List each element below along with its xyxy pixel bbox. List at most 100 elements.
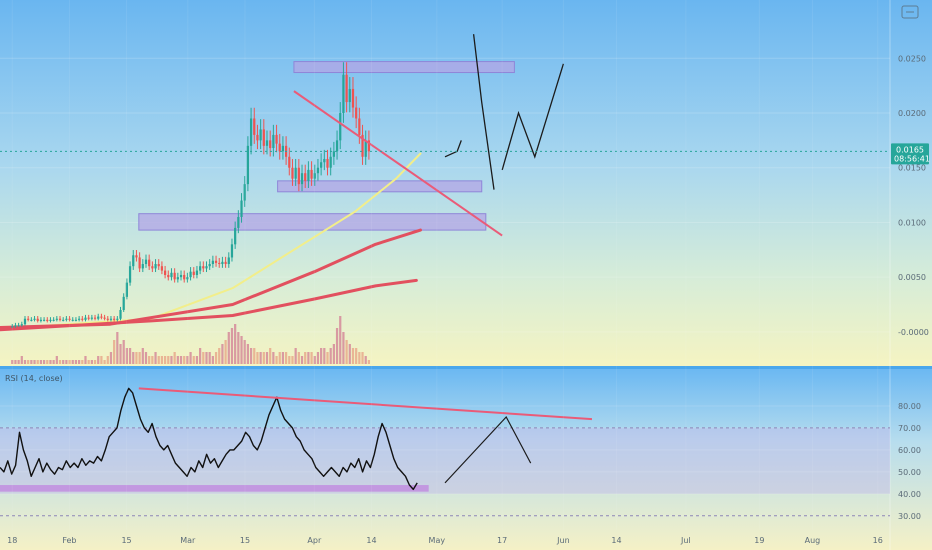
candle-body[interactable] — [209, 264, 211, 266]
candle-body[interactable] — [323, 159, 325, 162]
candle-body[interactable] — [49, 320, 51, 321]
candle-body[interactable] — [18, 325, 20, 326]
candle-body[interactable] — [161, 266, 163, 270]
candle-body[interactable] — [78, 319, 80, 320]
candle-body[interactable] — [94, 318, 96, 319]
candle-body[interactable] — [129, 266, 131, 282]
candle-body[interactable] — [164, 271, 166, 275]
candle-body[interactable] — [103, 318, 105, 319]
rsi-indicator-title[interactable]: RSI (14, close) — [5, 374, 63, 383]
candle-body[interactable] — [253, 118, 255, 134]
candle-body[interactable] — [330, 157, 332, 168]
candle-body[interactable] — [355, 108, 357, 119]
candle-body[interactable] — [349, 89, 351, 102]
candle-body[interactable] — [240, 201, 242, 217]
candle-body[interactable] — [107, 319, 109, 320]
candle-body[interactable] — [72, 320, 74, 321]
candle-body[interactable] — [250, 118, 252, 145]
candle-body[interactable] — [275, 135, 277, 144]
candle-body[interactable] — [365, 140, 367, 156]
candle-body[interactable] — [40, 320, 42, 321]
candle-body[interactable] — [336, 140, 338, 151]
candle-body[interactable] — [237, 217, 239, 228]
candle-body[interactable] — [135, 255, 137, 257]
candle-body[interactable] — [260, 129, 262, 140]
candle-body[interactable] — [295, 168, 297, 179]
candle-body[interactable] — [110, 319, 112, 320]
candle-body[interactable] — [30, 320, 32, 321]
candle-body[interactable] — [177, 277, 179, 279]
candle-body[interactable] — [142, 264, 144, 268]
candle-body[interactable] — [358, 118, 360, 134]
candle-body[interactable] — [345, 75, 347, 102]
candle-body[interactable] — [247, 146, 249, 184]
candle-body[interactable] — [33, 319, 35, 320]
candle-body[interactable] — [88, 318, 90, 319]
candle-body[interactable] — [256, 135, 258, 140]
candle-body[interactable] — [91, 318, 93, 319]
candle-body[interactable] — [154, 264, 156, 268]
candle-body[interactable] — [145, 260, 147, 264]
candle-body[interactable] — [205, 266, 207, 268]
candle-body[interactable] — [199, 266, 201, 270]
candle-body[interactable] — [234, 228, 236, 244]
candle-body[interactable] — [310, 170, 312, 179]
candle-body[interactable] — [183, 275, 185, 279]
candle-body[interactable] — [100, 317, 102, 318]
candle-body[interactable] — [119, 310, 121, 319]
candle-body[interactable] — [56, 319, 58, 320]
candle-body[interactable] — [65, 319, 67, 320]
candle-body[interactable] — [170, 273, 172, 277]
candle-body[interactable] — [123, 297, 125, 310]
candle-body[interactable] — [81, 319, 83, 320]
candle-body[interactable] — [218, 263, 220, 264]
candle-body[interactable] — [288, 157, 290, 168]
candle-body[interactable] — [196, 271, 198, 275]
candle-body[interactable] — [352, 89, 354, 108]
candle-body[interactable] — [307, 170, 309, 181]
candle-body[interactable] — [180, 275, 182, 277]
candle-body[interactable] — [202, 266, 204, 268]
candle-body[interactable] — [158, 264, 160, 266]
candle-body[interactable] — [37, 319, 39, 321]
pane-separator[interactable] — [0, 366, 932, 369]
candle-body[interactable] — [132, 255, 134, 266]
candle-body[interactable] — [215, 261, 217, 263]
candle-body[interactable] — [84, 318, 86, 320]
candle-body[interactable] — [317, 168, 319, 173]
candle-body[interactable] — [279, 144, 281, 152]
candle-body[interactable] — [304, 173, 306, 181]
support-resistance-zone[interactable] — [139, 214, 486, 230]
candle-body[interactable] — [272, 135, 274, 148]
candle-body[interactable] — [113, 319, 115, 320]
rsi-support-zone[interactable] — [0, 485, 429, 492]
candle-body[interactable] — [97, 317, 99, 319]
candle-body[interactable] — [14, 325, 16, 326]
candle-body[interactable] — [333, 151, 335, 156]
candle-body[interactable] — [228, 257, 230, 264]
candle-body[interactable] — [148, 260, 150, 267]
candle-body[interactable] — [320, 162, 322, 167]
candle-body[interactable] — [139, 257, 141, 268]
candle-body[interactable] — [43, 320, 45, 321]
candle-body[interactable] — [62, 320, 64, 321]
candle-body[interactable] — [298, 168, 300, 184]
candle-body[interactable] — [263, 129, 265, 145]
candle-body[interactable] — [174, 273, 176, 280]
candle-body[interactable] — [282, 146, 284, 151]
candle-body[interactable] — [59, 319, 61, 320]
candle-body[interactable] — [53, 320, 55, 321]
candle-body[interactable] — [339, 113, 341, 140]
candle-body[interactable] — [75, 320, 77, 321]
candle-body[interactable] — [221, 262, 223, 264]
candle-body[interactable] — [116, 319, 118, 320]
candle-body[interactable] — [21, 324, 23, 325]
candle-body[interactable] — [326, 159, 328, 168]
candle-body[interactable] — [291, 168, 293, 179]
candle-body[interactable] — [301, 173, 303, 184]
candle-body[interactable] — [231, 244, 233, 257]
support-resistance-zone[interactable] — [294, 62, 514, 73]
candle-body[interactable] — [167, 275, 169, 277]
candle-body[interactable] — [212, 261, 214, 264]
